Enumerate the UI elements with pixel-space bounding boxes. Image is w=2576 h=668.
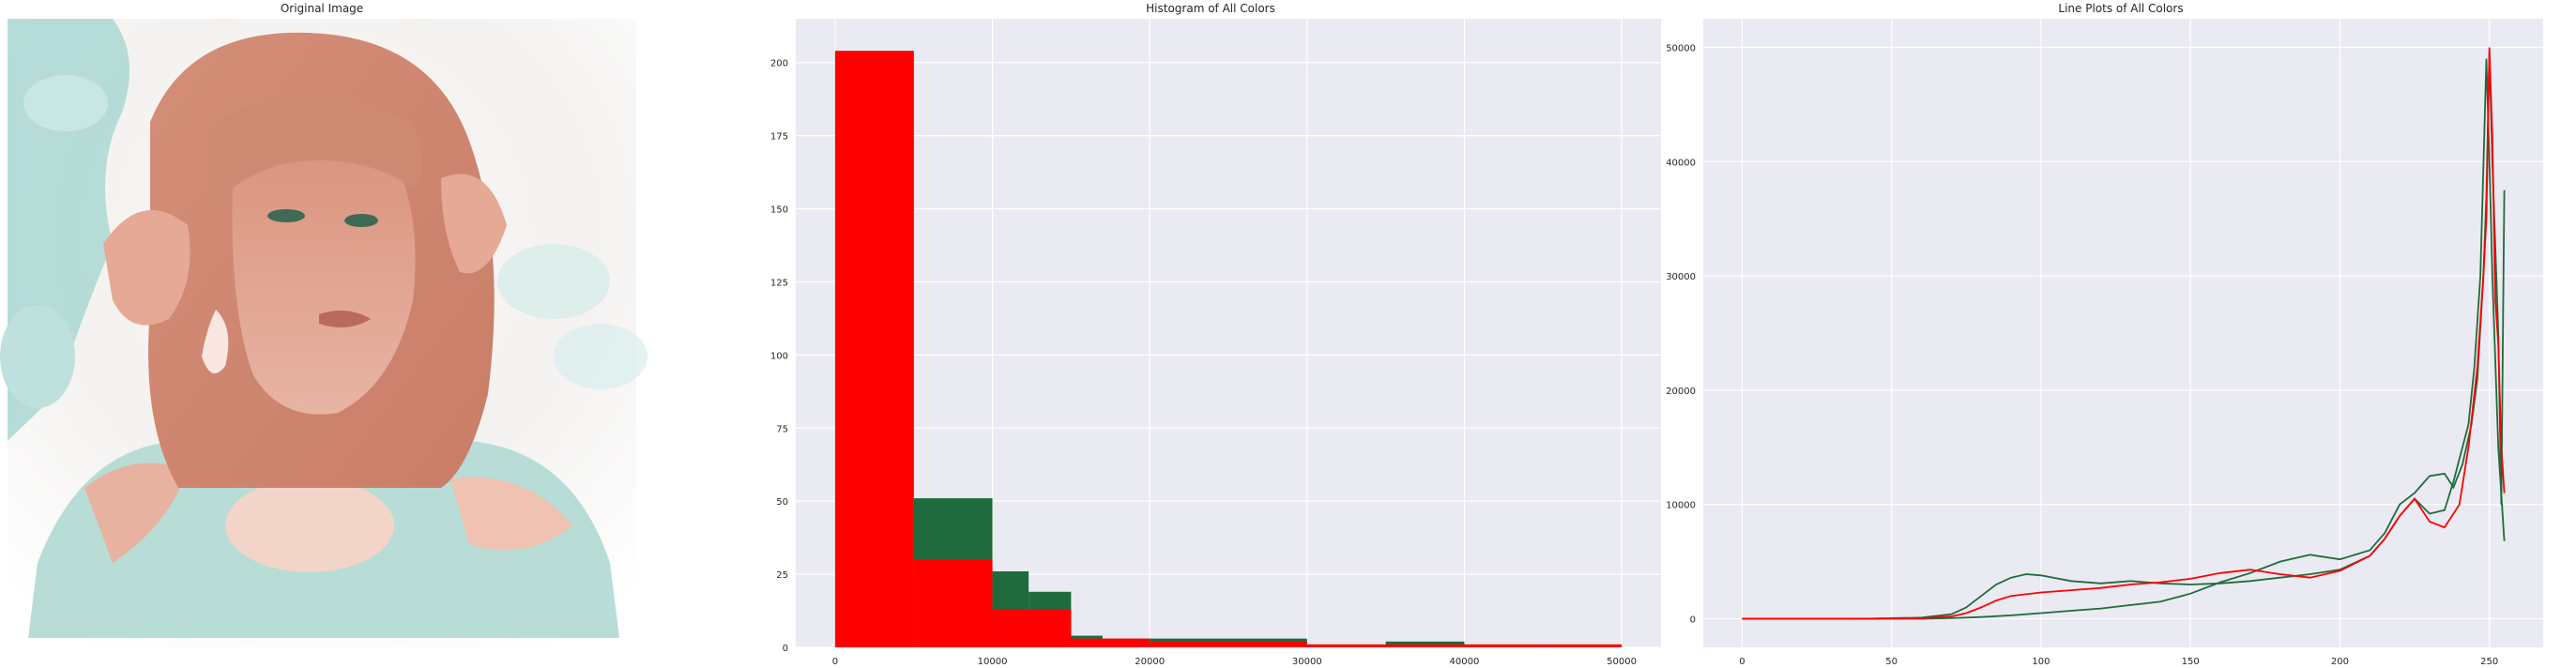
image-panel-title: Original Image xyxy=(280,2,364,15)
y-tick-label: 100 xyxy=(770,351,788,361)
histogram-chart: 0 10000 20000 30000 40000 50000 0 25 50 75 100 125… xyxy=(770,19,1661,667)
y-tick-label: 25 xyxy=(776,570,788,581)
y-tick-label: 40000 xyxy=(1666,158,1696,168)
y-tick-label: 0 xyxy=(783,644,788,654)
histogram-bar-series-1 xyxy=(1306,644,1386,647)
line-series-group xyxy=(1742,47,2506,620)
y-tick-label: 50 xyxy=(776,497,788,508)
y-tick-label: 125 xyxy=(770,278,788,288)
histogram-bar-series-1 xyxy=(1071,638,1151,647)
x-tick-label: 10000 xyxy=(978,657,1008,667)
portrait-image xyxy=(0,19,648,647)
line-title: Line Plots of All Colors xyxy=(2058,2,2184,15)
line-series-0 xyxy=(1742,58,2506,620)
histogram-bar-series-1 xyxy=(1228,641,1307,647)
y-tick-label: 20000 xyxy=(1666,387,1696,397)
image-panel: Original Image xyxy=(0,0,648,668)
histogram-bar-series-1 xyxy=(834,51,914,648)
line-plot-area xyxy=(1703,19,2543,647)
y-tick-label: 75 xyxy=(776,424,788,434)
histogram-bar-series-1 xyxy=(992,609,1072,647)
y-tick-label: 175 xyxy=(770,132,788,143)
x-tick-label: 0 xyxy=(832,657,838,667)
y-tick-label: 50000 xyxy=(1666,43,1696,53)
histogram-title: Histogram of All Colors xyxy=(1146,2,1275,15)
x-tick-label: 50000 xyxy=(1607,657,1637,667)
line-y-ticks: 0 10000 20000 30000 40000 50000 xyxy=(1666,43,1696,625)
y-tick-label: 0 xyxy=(1690,615,1696,626)
y-tick-label: 10000 xyxy=(1666,501,1696,511)
histogram-bar-series-1 xyxy=(913,559,993,647)
x-tick-label: 50 xyxy=(1885,657,1898,667)
line-series-2 xyxy=(1742,47,2506,620)
line-chart: 0 50 100 150 200 250 0 10000 20000 30000 40000 500… xyxy=(1666,19,2543,667)
y-tick-label: 200 xyxy=(770,59,788,69)
y-tick-label: 30000 xyxy=(1666,272,1696,282)
x-tick-label: 40000 xyxy=(1450,657,1480,667)
histogram-bar-series-1 xyxy=(1385,644,1465,647)
line-x-ticks: 0 50 100 150 200 250 xyxy=(1739,657,2498,667)
histogram-x-ticks: 0 10000 20000 30000 40000 50000 xyxy=(832,657,1637,667)
x-tick-label: 100 xyxy=(2032,657,2050,667)
histogram-bar-series-1 xyxy=(1543,644,1623,647)
histogram-bar-series-1 xyxy=(1464,644,1544,647)
histogram-bar-series-1 xyxy=(1150,641,1228,647)
x-tick-label: 150 xyxy=(2182,657,2200,667)
x-tick-label: 200 xyxy=(2331,657,2349,667)
x-tick-label: 20000 xyxy=(1135,657,1165,667)
histogram-bars xyxy=(834,51,1623,648)
x-tick-label: 0 xyxy=(1739,657,1745,667)
histogram-panel: Histogram of All Colors 0 10000 20000 30000… xyxy=(751,0,1670,668)
y-tick-label: 150 xyxy=(770,205,788,216)
histogram-y-ticks: 0 25 50 75 100 125 150 175 200 xyxy=(770,59,788,654)
x-tick-label: 250 xyxy=(2480,657,2498,667)
x-tick-label: 30000 xyxy=(1292,657,1322,667)
line-panel: Line Plots of All Colors 0 50 100 150 200 250… xyxy=(1666,0,2576,668)
